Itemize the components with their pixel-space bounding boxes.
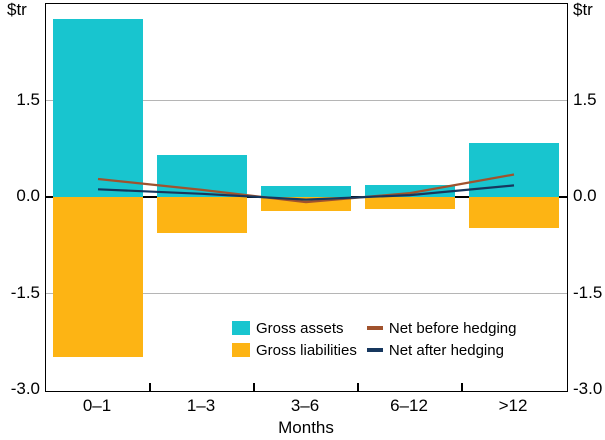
lines-layer — [97, 173, 515, 204]
x-axis-tick — [461, 383, 463, 391]
y-tick-label-right: -1.5 — [573, 282, 603, 302]
y-tick-label-right: -3.0 — [573, 379, 603, 398]
unit-label-left: $tr — [7, 0, 27, 19]
plot-area — [45, 3, 568, 392]
bar-gross-liabilities-0-1 — [53, 197, 143, 357]
bar-gross-liabilities-1-3 — [157, 197, 247, 234]
legend-swatch-net-after-hedging — [366, 348, 383, 352]
legend-label: Net after hedging — [388, 341, 504, 359]
bar-gross-liabilities--12 — [469, 197, 559, 228]
legend: Gross assets Gross liabilities Net before … — [232, 317, 516, 361]
y-axis-labels-left: 1.5 0.0 -1.5 -3.0 — [0, 0, 40, 440]
y-tick-label-left: 0.0 — [16, 186, 40, 205]
x-category-label: 6–12 — [390, 396, 428, 415]
bar-gross-liabilities-6-12 — [365, 197, 455, 209]
gridline — [46, 293, 567, 294]
y-axis-labels-right: 1.5 0.0 -1.5 -3.0 — [573, 0, 605, 440]
bar-gross-assets-0-1 — [53, 18, 143, 197]
y-tick-label-left: 1.5 — [16, 89, 40, 109]
x-axis-title: Months — [278, 418, 334, 437]
x-axis-tick — [357, 383, 359, 391]
y-tick-label-right: 0.0 — [573, 186, 597, 205]
legend-entry-net-after-hedging: Net after hedging — [366, 339, 517, 361]
line-net-before-hedging — [97, 173, 515, 204]
y-tick-label-left: -1.5 — [10, 282, 40, 302]
legend-swatch-gross-assets — [232, 321, 250, 335]
y-tick-label-left: -3.0 — [10, 379, 40, 398]
legend-swatch-net-before-hedging — [366, 326, 383, 330]
x-category-label: >12 — [498, 396, 528, 415]
x-category-label: 1–3 — [186, 396, 216, 415]
legend-label: Gross liabilities — [256, 341, 357, 359]
y-tick-label-right: 1.5 — [573, 89, 597, 109]
x-category-label: 0–1 — [82, 396, 112, 415]
unit-label-right: $tr — [573, 0, 593, 19]
legend-entry-net-before-hedging: Net before hedging — [366, 317, 517, 339]
legend-label: Net before hedging — [388, 319, 517, 337]
x-axis-tick — [149, 383, 151, 391]
bar-gross-assets-3-6 — [261, 186, 351, 197]
x-category-label: 3–6 — [290, 396, 320, 415]
legend-label: Gross assets — [256, 319, 344, 337]
x-axis-tick — [253, 383, 255, 391]
gridline — [46, 100, 567, 101]
line-net-after-hedging — [97, 184, 515, 201]
legend-entry-gross-assets: Gross assets — [232, 317, 357, 339]
xticks-layer — [46, 4, 567, 391]
legend-swatch-gross-liabilities — [232, 343, 250, 357]
legend-entry-gross-liabilities: Gross liabilities — [232, 339, 357, 361]
